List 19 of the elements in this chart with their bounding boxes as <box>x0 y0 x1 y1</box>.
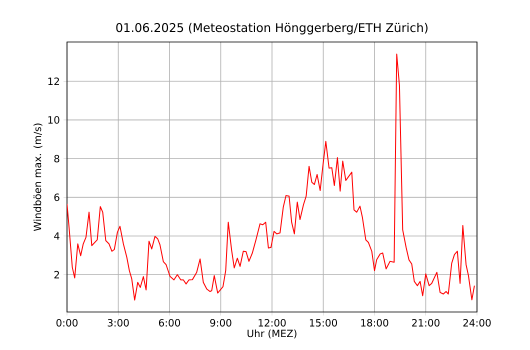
y-tick-label: 8 <box>54 154 60 162</box>
x-axis-title: Uhr (MEZ) <box>248 329 296 338</box>
y-tick-label: 4 <box>54 232 60 240</box>
y-tick-label: 6 <box>54 194 60 202</box>
y-tick-label: 10 <box>48 116 60 124</box>
x-tick-label: 12:00 <box>258 319 286 327</box>
x-tick-label: 21:00 <box>412 319 440 327</box>
y-tick-label: 2 <box>54 270 59 278</box>
x-tick-label: 24:00 <box>463 319 491 327</box>
x-tick-label: 3:00 <box>108 319 129 327</box>
x-tick-label: 9:00 <box>210 319 232 327</box>
x-tick-label: 15:00 <box>310 319 337 327</box>
y-axis-title: Windböen max. (m/s) <box>33 124 42 231</box>
x-tick-label: 18:00 <box>361 319 388 327</box>
line-series <box>67 54 475 300</box>
y-tick-label: 12 <box>48 78 59 85</box>
x-tick-label: 6:00 <box>158 319 180 327</box>
x-tick-label: 0:00 <box>56 319 78 327</box>
chart-title: 01.06.2025 (Meteostation Hönggerberg/ETH Zürich) <box>116 22 428 34</box>
